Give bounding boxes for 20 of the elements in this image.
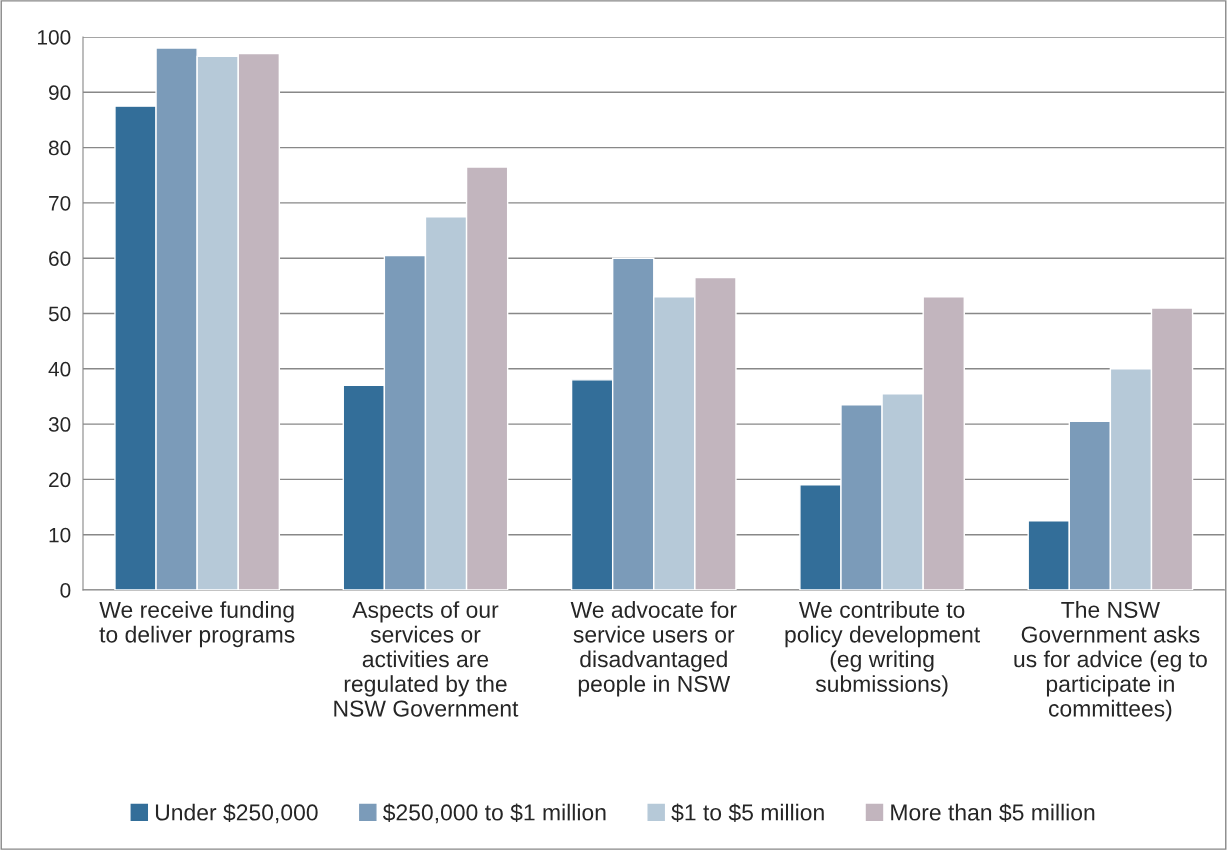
x-tick-label: Aspects of our services or activities are regulated by the NSW Government <box>334 601 519 717</box>
y-tick-label: 70 <box>49 195 71 211</box>
y-tick-label: 10 <box>49 527 71 543</box>
y-tick-label: 100 <box>38 30 71 45</box>
y-tick-label: 60 <box>49 251 71 266</box>
y-tick-label: 30 <box>48 417 71 432</box>
legend-label: $250,000 to $1 million <box>382 803 606 824</box>
x-tick-label: We receive funding to deliver programs <box>99 601 295 648</box>
y-tick-label: 40 <box>48 361 71 377</box>
y-tick-label: 80 <box>48 140 71 156</box>
x-tick-label: We contribute to policy development (eg writing submissions) <box>785 601 981 697</box>
y-tick-label: 0 <box>60 583 71 598</box>
legend-label: $1 to $5 million <box>671 803 824 822</box>
x-tick-label: The NSW Government asks us for advice (eg to participate in committees) <box>1014 601 1207 722</box>
x-tick-label: We advocate for service users or disadvantaged people in NSW <box>570 601 737 697</box>
y-tick-label: 20 <box>49 472 71 488</box>
legend-label: More than $5 million <box>891 803 1095 822</box>
y-tick-label: 90 <box>49 85 71 101</box>
y-tick-label: 50 <box>48 306 71 322</box>
legend-label: Under $250,000 <box>155 803 318 824</box>
